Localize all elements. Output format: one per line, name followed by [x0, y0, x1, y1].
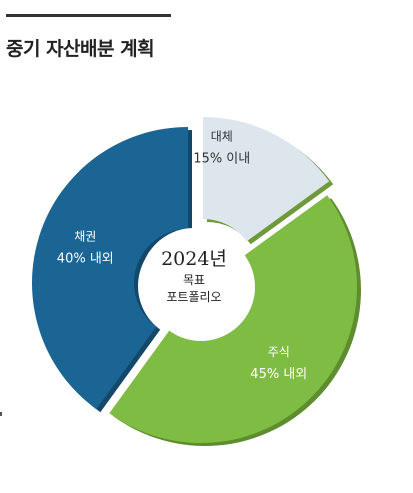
donut-hole: [140, 228, 248, 336]
page-title: 중기 자산배분 계획: [6, 38, 155, 60]
center-year: 2024년: [161, 248, 227, 270]
chart-slices: [32, 117, 361, 446]
chart-center: 2024년 목표 포트폴리오: [161, 248, 227, 304]
slice-label-stock: 주식: [268, 345, 290, 359]
slice-alt: [203, 117, 330, 242]
title-rule: [6, 14, 171, 17]
slice-value-alt: 15% 이내: [193, 151, 250, 166]
center-line-1: 목표: [183, 273, 205, 287]
slice-label-bond: 채권: [74, 230, 96, 244]
slice-bond: [32, 127, 189, 410]
center-line-2: 포트폴리오: [166, 290, 221, 304]
slice-value-bond: 40% 내외: [57, 252, 114, 267]
slice-stock: [109, 195, 358, 444]
slice-value-stock: 45% 내외: [250, 367, 307, 382]
edge-mark: [0, 412, 2, 416]
slice-label-alt: 대체: [211, 129, 233, 143]
